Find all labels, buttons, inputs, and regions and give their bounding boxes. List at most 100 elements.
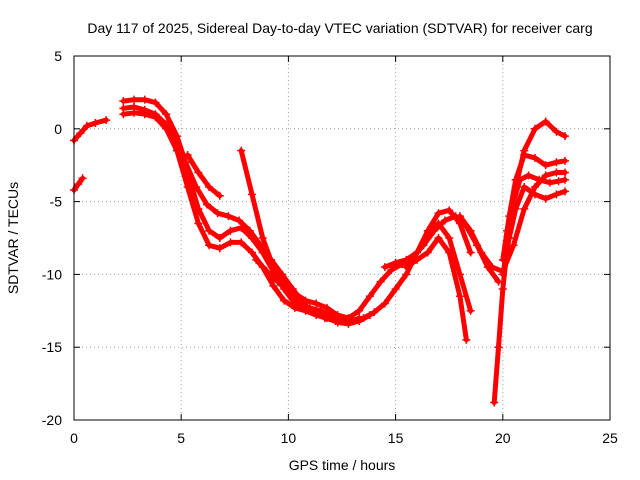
data-point xyxy=(74,180,83,189)
data-point xyxy=(445,206,454,215)
data-point xyxy=(284,287,293,296)
data-point xyxy=(140,110,149,119)
data-point xyxy=(413,255,422,264)
satellite-track-9 xyxy=(380,219,475,315)
data-point xyxy=(445,234,454,242)
x-tick-label: 10 xyxy=(281,430,297,446)
y-tick-label: -5 xyxy=(50,194,63,210)
data-point xyxy=(226,226,235,235)
data-point xyxy=(503,226,512,235)
data-point xyxy=(541,194,550,203)
data-point xyxy=(247,234,256,242)
data-point xyxy=(554,177,563,186)
data-point xyxy=(215,244,224,253)
data-point xyxy=(530,153,539,162)
data-point xyxy=(402,270,411,279)
y-tick-label: -15 xyxy=(42,339,62,355)
data-point xyxy=(252,255,261,264)
data-point xyxy=(172,146,181,155)
data-point xyxy=(237,146,246,155)
data-point xyxy=(530,190,539,199)
data-point xyxy=(494,343,503,352)
data-point xyxy=(312,311,321,320)
data-point xyxy=(258,248,267,257)
data-point xyxy=(530,124,539,133)
data-point xyxy=(130,95,139,104)
data-point xyxy=(490,398,499,407)
data-point xyxy=(509,197,518,206)
data-point xyxy=(183,151,192,160)
data-point xyxy=(391,284,400,293)
y-tick-label: -20 xyxy=(42,412,62,428)
data-point xyxy=(530,183,539,192)
data-point xyxy=(183,183,192,192)
y-tick-label: -10 xyxy=(42,266,62,282)
data-point xyxy=(520,183,529,192)
data-point xyxy=(455,212,464,221)
satellite-track-14 xyxy=(498,183,569,279)
data-point xyxy=(151,113,160,122)
data-point xyxy=(488,263,497,272)
data-point xyxy=(380,263,389,272)
data-point xyxy=(535,175,544,184)
data-points xyxy=(70,95,569,407)
data-point xyxy=(560,187,569,196)
data-point xyxy=(505,234,514,242)
data-point xyxy=(269,282,278,291)
data-point xyxy=(102,116,111,125)
y-tick-label: 5 xyxy=(54,48,62,64)
data-point xyxy=(76,129,85,138)
data-point xyxy=(215,191,224,200)
satellite-track-15 xyxy=(503,171,569,235)
data-point xyxy=(434,209,443,218)
satellite-track-10 xyxy=(402,234,471,344)
data-point xyxy=(477,248,486,257)
data-point xyxy=(348,316,357,325)
data-point xyxy=(237,238,246,247)
data-point xyxy=(327,311,336,320)
data-point xyxy=(423,248,432,257)
chart-title: Day 117 of 2025, Sidereal Day-to-day VTE… xyxy=(87,20,592,36)
data-point xyxy=(280,296,289,305)
data-point xyxy=(226,238,235,247)
data-point xyxy=(466,226,475,235)
data-point xyxy=(560,156,569,165)
data-point xyxy=(552,158,561,167)
x-tick-label: 0 xyxy=(70,430,78,446)
data-point xyxy=(515,175,524,184)
data-point xyxy=(205,226,214,235)
data-point xyxy=(402,263,411,272)
data-point xyxy=(151,98,160,107)
data-point xyxy=(455,270,464,279)
data-point xyxy=(290,303,299,312)
satellite-track-6 xyxy=(183,151,224,200)
data-point xyxy=(119,110,128,119)
data-point xyxy=(524,171,533,180)
data-point xyxy=(545,178,554,187)
data-point xyxy=(273,277,282,286)
data-point xyxy=(140,95,149,104)
data-point xyxy=(316,306,325,315)
data-point xyxy=(402,255,411,264)
data-point xyxy=(162,110,171,119)
x-tick-label: 15 xyxy=(388,430,404,446)
data-point xyxy=(338,314,346,323)
data-point xyxy=(434,219,443,228)
data-point xyxy=(305,303,314,312)
track-line xyxy=(185,152,223,199)
data-point xyxy=(445,248,454,257)
plot-frame xyxy=(73,55,611,421)
data-point xyxy=(498,284,507,293)
data-point xyxy=(541,171,550,180)
data-point xyxy=(333,318,342,327)
data-point xyxy=(391,258,400,267)
data-point xyxy=(130,108,139,117)
x-tick-label: 25 xyxy=(602,430,618,446)
data-point xyxy=(355,306,364,315)
data-point xyxy=(205,183,214,192)
data-point xyxy=(520,151,529,160)
data-point xyxy=(301,296,310,305)
data-point xyxy=(78,174,87,183)
data-point xyxy=(413,248,422,257)
